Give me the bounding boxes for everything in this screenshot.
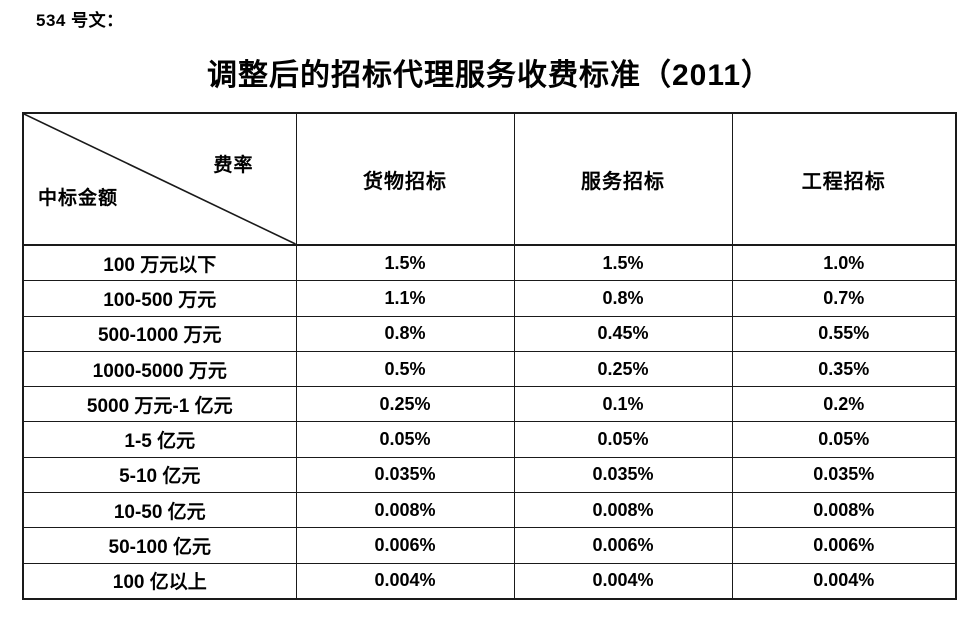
fee-value-cell: 0.035% xyxy=(513,456,733,493)
fee-value-cell: 0.45% xyxy=(513,315,733,352)
table-row: 1000-5000 万元 0.5% 0.25% 0.35% xyxy=(22,350,957,388)
row-label-amount-range: 50-100 亿元 xyxy=(22,527,297,564)
row-label-amount-range: 100 万元以下 xyxy=(22,244,297,282)
row-label-amount-range: 5000 万元-1 亿元 xyxy=(22,386,297,423)
fee-value-cell: 0.8% xyxy=(295,315,515,352)
doc-number: 534 号文： xyxy=(36,11,124,30)
column-header-goods-tender: 货物招标 xyxy=(295,112,515,246)
fee-value-cell: 0.004% xyxy=(513,562,733,600)
corner-label-bid-amount: 中标金额 xyxy=(38,188,119,209)
diagonal-divider-line xyxy=(24,114,296,244)
fee-value-cell: 0.006% xyxy=(513,527,733,564)
column-header-service-tender: 服务招标 xyxy=(513,112,733,246)
row-label-amount-range: 1000-5000 万元 xyxy=(22,350,297,388)
row-label-amount-range: 500-1000 万元 xyxy=(22,315,297,352)
fee-value-cell: 0.25% xyxy=(513,350,733,388)
fee-value-cell: 1.0% xyxy=(731,244,957,282)
row-label-amount-range: 100-500 万元 xyxy=(22,280,297,317)
page-title: 调整后的招标代理服务收费标准（2011） xyxy=(206,59,773,92)
fee-value-cell: 0.1% xyxy=(513,386,733,423)
table-row: 1-5 亿元 0.05% 0.05% 0.05% xyxy=(22,421,957,458)
fee-value-cell: 0.006% xyxy=(295,527,515,564)
fee-value-cell: 0.035% xyxy=(731,456,957,493)
row-label-amount-range: 10-50 亿元 xyxy=(22,491,297,529)
header-row: 费率 中标金额 货物招标 服务招标 工程招标 xyxy=(22,112,957,246)
fee-table-body: 100 万元以下 1.5% 1.5% 1.0% 100-500 万元 1.1% 0.8% 0.… xyxy=(22,244,957,600)
fee-value-cell: 0.5% xyxy=(295,350,515,388)
fee-value-cell: 0.008% xyxy=(513,491,733,529)
corner-header-cell: 费率 中标金额 xyxy=(22,112,297,246)
row-label-amount-range: 100 亿以上 xyxy=(22,562,297,600)
fee-value-cell: 0.05% xyxy=(295,421,515,458)
fee-value-cell: 1.5% xyxy=(513,244,733,282)
fee-value-cell: 0.05% xyxy=(513,421,733,458)
fee-value-cell: 0.35% xyxy=(731,350,957,388)
row-label-amount-range: 1-5 亿元 xyxy=(22,421,297,458)
table-row: 10-50 亿元 0.008% 0.008% 0.008% xyxy=(22,491,957,529)
fee-value-cell: 1.1% xyxy=(295,280,515,317)
fee-value-cell: 0.55% xyxy=(731,315,957,352)
table-row: 5-10 亿元 0.035% 0.035% 0.035% xyxy=(22,456,957,493)
fee-value-cell: 0.035% xyxy=(295,456,515,493)
fee-value-cell: 0.004% xyxy=(295,562,515,600)
fee-value-cell: 0.8% xyxy=(513,280,733,317)
table-row: 50-100 亿元 0.006% 0.006% 0.006% xyxy=(22,527,957,564)
table-row: 100 万元以下 1.5% 1.5% 1.0% xyxy=(22,244,957,282)
fee-rate-table: 费率 中标金额 货物招标 服务招标 工程招标 100 万元以下 1.5% 1.5% 1… xyxy=(22,112,957,600)
fee-value-cell: 0.006% xyxy=(731,527,957,564)
table-row: 100 亿以上 0.004% 0.004% 0.004% xyxy=(22,562,957,600)
table-row: 5000 万元-1 亿元 0.25% 0.1% 0.2% xyxy=(22,386,957,423)
corner-label-fee-rate: 费率 xyxy=(213,155,254,176)
fee-value-cell: 0.7% xyxy=(731,280,957,317)
table-row: 500-1000 万元 0.8% 0.45% 0.55% xyxy=(22,315,957,352)
column-header-engineering-tender: 工程招标 xyxy=(731,112,957,246)
row-label-amount-range: 5-10 亿元 xyxy=(22,456,297,493)
fee-value-cell: 0.2% xyxy=(731,386,957,423)
fee-value-cell: 0.008% xyxy=(731,491,957,529)
table-row: 100-500 万元 1.1% 0.8% 0.7% xyxy=(22,280,957,317)
fee-value-cell: 0.004% xyxy=(731,562,957,600)
fee-value-cell: 1.5% xyxy=(295,244,515,282)
fee-value-cell: 0.25% xyxy=(295,386,515,423)
fee-value-cell: 0.008% xyxy=(295,491,515,529)
fee-value-cell: 0.05% xyxy=(731,421,957,458)
